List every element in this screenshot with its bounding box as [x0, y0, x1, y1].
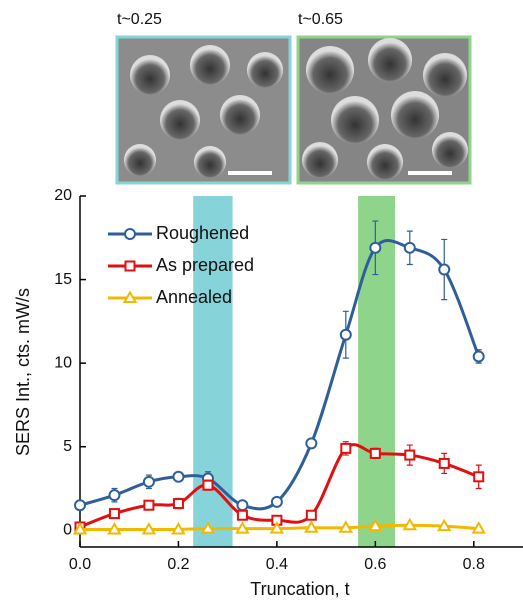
data-point — [474, 472, 483, 481]
data-point — [238, 511, 247, 520]
y-tick-label: 10 — [54, 354, 72, 371]
data-point — [144, 477, 154, 487]
chart: t~0.25 t~0.65 Truncation, t SERS Int., c… — [0, 0, 523, 605]
legend-marker — [125, 229, 135, 239]
data-point — [109, 490, 119, 500]
image-caption: t~0.25 — [117, 11, 162, 28]
data-point — [474, 351, 484, 361]
data-point — [173, 472, 183, 482]
data-point — [173, 524, 184, 534]
data-point — [371, 449, 380, 458]
y-tick-label: 0 — [63, 522, 72, 539]
x-tick-label: 0.8 — [463, 556, 485, 573]
data-point — [75, 500, 85, 510]
y-tick-label: 15 — [54, 271, 72, 288]
image-caption: t~0.65 — [298, 11, 343, 28]
x-tick-label: 0.4 — [266, 556, 288, 573]
data-point — [203, 481, 212, 490]
data-point — [341, 444, 350, 453]
data-point — [341, 330, 351, 340]
data-point — [405, 243, 415, 253]
data-point — [439, 521, 450, 531]
data-point — [404, 520, 415, 530]
data-point — [340, 522, 351, 532]
data-point — [307, 511, 316, 520]
sem-image-right — [298, 37, 470, 183]
y-tick-label: 20 — [54, 187, 72, 204]
series-line — [80, 240, 479, 508]
data-point — [439, 265, 449, 275]
data-point — [306, 522, 317, 532]
legend-marker — [125, 293, 136, 303]
data-point — [440, 459, 449, 468]
data-point — [143, 524, 154, 534]
x-tick-label: 0.0 — [69, 556, 91, 573]
data-point — [237, 500, 247, 510]
legend-marker — [126, 262, 135, 271]
x-tick-label: 0.6 — [364, 556, 386, 573]
data-point — [370, 243, 380, 253]
legend-label: As prepared — [156, 255, 254, 275]
data-point — [109, 524, 120, 534]
sem-image-left — [117, 37, 290, 183]
y-tick-label: 5 — [63, 438, 72, 455]
data-point — [306, 438, 316, 448]
data-point — [405, 451, 414, 460]
data-point — [144, 501, 153, 510]
legend-label: Annealed — [156, 287, 232, 307]
data-point — [237, 523, 248, 533]
x-tick-label: 0.2 — [167, 556, 189, 573]
data-point — [110, 509, 119, 518]
data-point — [174, 499, 183, 508]
x-axis-label: Truncation, t — [250, 579, 349, 599]
data-point — [473, 523, 484, 533]
legend-label: Roughened — [156, 223, 249, 243]
y-axis-label: SERS Int., cts. mW/s — [13, 288, 33, 456]
data-point — [272, 497, 282, 507]
